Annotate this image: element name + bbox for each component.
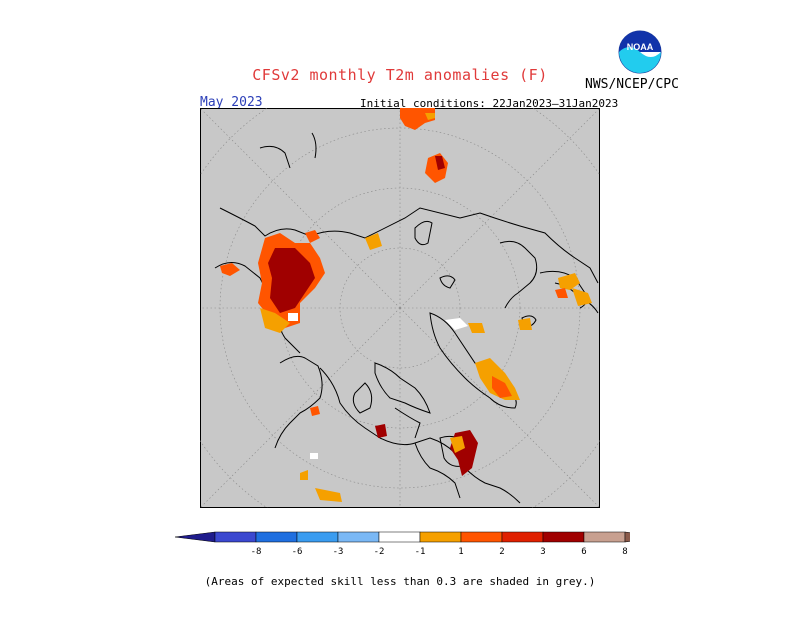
forecast-month: May 2023 <box>200 95 263 110</box>
anomaly-patch <box>220 263 240 276</box>
anomaly-patch <box>425 113 435 120</box>
anomaly-patch <box>555 288 568 298</box>
logo-text: NOAA <box>627 42 654 52</box>
legend-tick-label: 6 <box>581 547 586 557</box>
anomaly-patch <box>288 313 298 321</box>
anomaly-patch <box>260 308 290 333</box>
anomaly-patches <box>220 108 592 502</box>
map-title: CFSv2 monthly T2m anomalies (F) <box>252 66 548 84</box>
legend-tick-label: 1 <box>458 547 463 557</box>
legend-tick-label: 2 <box>499 547 504 557</box>
noaa-logo: NOAA <box>618 30 662 74</box>
anomaly-patch <box>445 318 468 330</box>
anomaly-patch <box>365 233 382 250</box>
anomaly-patch <box>310 453 318 459</box>
legend-box <box>419 531 462 543</box>
legend-box <box>583 531 626 543</box>
anomaly-patch <box>315 488 342 502</box>
anomaly-patch <box>305 230 320 243</box>
legend-box <box>296 531 339 543</box>
legend-box <box>460 531 503 543</box>
legend-box <box>337 531 380 543</box>
legend-tick-label: 8 <box>622 547 627 557</box>
legend-colorbar: -8 -6 -3 -2 -1 1 2 3 6 8 <box>174 531 630 557</box>
anomaly-patch <box>375 424 387 438</box>
legend-box <box>542 531 585 543</box>
legend-box <box>255 531 298 543</box>
anomaly-patch <box>268 248 315 313</box>
legend-tick-label: -3 <box>333 547 344 557</box>
legend-tick-label: -1 <box>415 547 426 557</box>
anomaly-patch <box>558 273 580 290</box>
legend-tick-label: -2 <box>374 547 385 557</box>
anomaly-patch <box>572 288 592 306</box>
anomaly-patch <box>492 376 512 398</box>
legend-tick-label: -6 <box>292 547 303 557</box>
initial-conditions: Initial conditions: 22Jan2023–31Jan2023 <box>360 97 619 110</box>
legend-tick-label: -8 <box>251 547 262 557</box>
anomaly-patch <box>518 318 532 330</box>
anomaly-patch <box>450 436 465 453</box>
legend-tick-label: 3 <box>540 547 545 557</box>
anomaly-patch <box>435 156 445 170</box>
skill-footnote: (Areas of expected skill less than 0.3 a… <box>204 575 596 588</box>
legend-arrow-low <box>174 531 216 543</box>
polar-map <box>200 108 600 508</box>
anomaly-patch <box>310 406 320 416</box>
legend-box <box>378 531 421 543</box>
legend-arrow-high <box>624 531 630 543</box>
agency-label: NWS/NCEP/CPC <box>585 77 679 92</box>
legend-box <box>501 531 544 543</box>
legend-box <box>214 531 257 543</box>
anomaly-patch <box>300 470 308 480</box>
anomaly-patch <box>468 323 485 333</box>
